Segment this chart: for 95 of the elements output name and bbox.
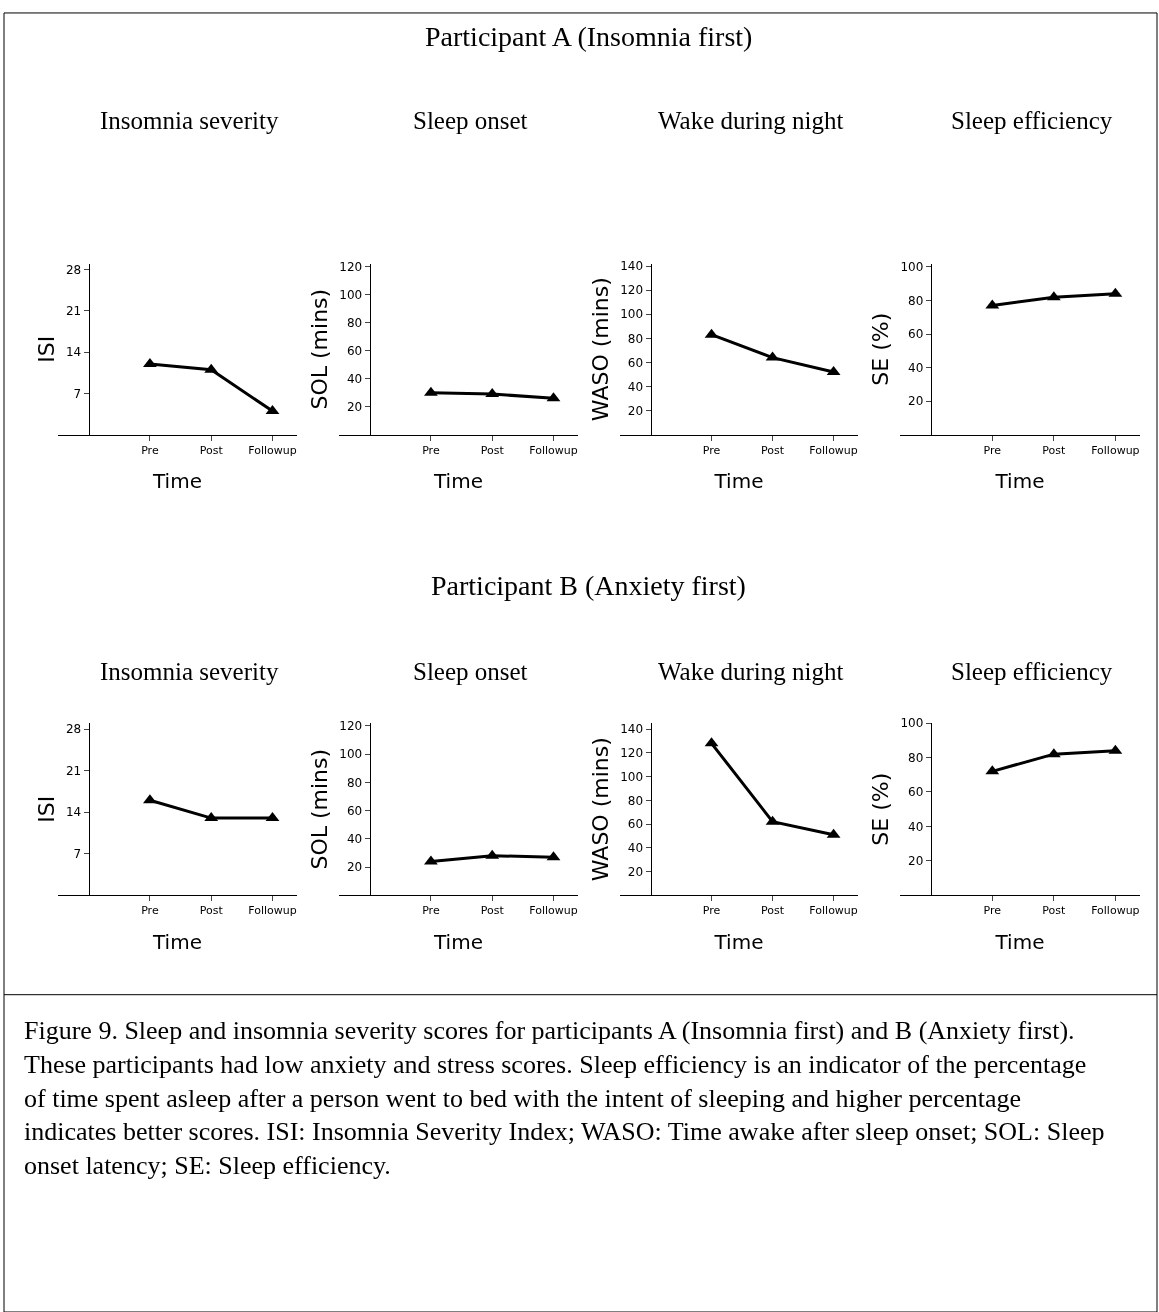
chart-title: Sleep efficiency [951,107,1113,134]
x-tick-label: Followup [1091,904,1140,918]
y-axis-title: ISI [33,335,59,363]
y-axis-title: SOL (mins) [307,288,333,410]
y-tick-label: 14 [65,805,82,820]
text: Participant A (Insomnia first) [425,21,753,52]
y-tick-label: 100 [339,287,363,302]
x-tick-label: Pre [422,904,440,918]
x-tick-label: Followup [248,443,297,457]
x-tick-label: Post [1042,443,1067,457]
x-axis-title: Time [713,469,764,494]
y-tick-label: 80 [908,293,924,308]
x-tick-label: Post [761,443,785,457]
x-axis-title: Time [994,929,1045,954]
y-tick-label: 60 [627,355,644,370]
y-tick-label: 80 [627,331,644,346]
x-tick-label: Followup [809,443,858,457]
x-tick-label: Pre [141,904,159,918]
y-tick-label: 28 [65,722,82,737]
y-tick-label: 40 [908,819,924,834]
y-axis-title: SE (%) [868,772,894,846]
y-tick-label: 20 [908,394,924,409]
y-tick-label: 120 [339,719,363,734]
x-tick-label: Followup [248,904,297,918]
x-tick-label: Followup [529,443,578,457]
chart-title: Sleep onset [413,107,528,134]
x-tick-label: Pre [422,443,440,457]
y-tick-label: 100 [900,716,924,731]
y-tick-label: 120 [339,259,363,274]
x-tick-label: Followup [529,904,578,918]
x-tick-label: Post [761,904,785,918]
x-axis-title: Time [713,929,764,954]
y-tick-label: 60 [908,785,924,800]
y-tick-label: 20 [346,399,363,414]
x-tick-label: Pre [141,443,159,457]
y-tick-label: 100 [900,260,924,275]
x-tick-label: Followup [809,904,858,918]
y-tick-label: 20 [908,854,924,869]
y-tick-label: 21 [65,304,82,319]
y-tick-label: 60 [627,817,644,832]
y-axis-title: ISI [33,795,59,823]
y-tick-label: 40 [627,379,644,394]
x-tick-label: Followup [1091,443,1140,457]
y-axis-title: SE (%) [868,312,894,386]
y-tick-label: 120 [620,746,644,761]
x-tick-label: Post [480,904,505,918]
y-tick-label: 28 [65,262,82,277]
x-tick-label: Pre [983,443,1002,457]
y-tick-label: 21 [65,763,82,778]
y-tick-label: 100 [620,769,644,784]
y-tick-label: 20 [627,864,644,879]
x-axis-title: Time [152,929,202,954]
chart-title: Sleep efficiency [951,658,1113,685]
x-axis-title: Time [152,469,202,494]
y-axis-title: WASO (mins) [588,737,614,882]
y-tick-label: 80 [627,793,644,808]
x-axis-title: Time [433,469,483,494]
chart-title: Insomnia severity [100,658,279,685]
y-tick-label: 40 [908,360,924,375]
chart-title: Sleep onset [413,658,528,685]
y-tick-label: 80 [908,750,924,765]
y-tick-label: 7 [73,846,82,861]
y-tick-label: 40 [346,832,363,847]
y-tick-label: 60 [908,327,924,342]
y-axis-title: SOL (mins) [307,748,333,870]
x-axis-title: Time [994,469,1045,494]
caption: Figure 9. Sleep and insomnia severity scores for participants A (Insomnia first) and B (Anxiety first). These participants had low anxiety and stress scores. Sleep efficiency is an indicator of the percentage of time spent asleep after a person went to bed with the intent of sleeping and higher percentage indicates better scores. ISI: Insomnia Severity Index; WASO: Time awake after sleep onset; SOL: Sleep onset latency; SE: Sleep efficiency. [24,1016,1105,1181]
x-axis-title: Time [433,929,483,954]
y-tick-label: 80 [346,315,363,330]
y-tick-label: 100 [339,747,363,762]
x-tick-label: Post [480,443,505,457]
x-tick-label: Post [199,443,224,457]
x-tick-label: Pre [702,904,721,918]
chart-title: Insomnia severity [100,107,279,134]
y-axis-title: WASO (mins) [588,277,614,422]
y-tick-label: 60 [346,803,363,818]
x-tick-label: Pre [983,904,1002,918]
chart-title: Wake during night [658,658,844,685]
y-tick-label: 140 [620,259,644,274]
y-tick-label: 7 [73,386,82,401]
y-tick-label: 20 [627,403,644,418]
chart-title: Wake during night [658,107,844,134]
y-tick-label: 40 [346,371,363,386]
text: Participant B (Anxiety first) [431,570,746,601]
y-tick-label: 60 [346,343,363,358]
y-tick-label: 120 [620,283,644,298]
y-tick-label: 40 [627,840,644,855]
y-tick-label: 100 [620,307,644,322]
y-tick-label: 20 [346,860,363,875]
y-tick-label: 80 [346,775,363,790]
x-tick-label: Pre [702,443,721,457]
x-tick-label: Post [199,904,224,918]
y-tick-label: 14 [65,345,82,360]
y-tick-label: 140 [620,722,644,737]
x-tick-label: Post [1042,904,1067,918]
